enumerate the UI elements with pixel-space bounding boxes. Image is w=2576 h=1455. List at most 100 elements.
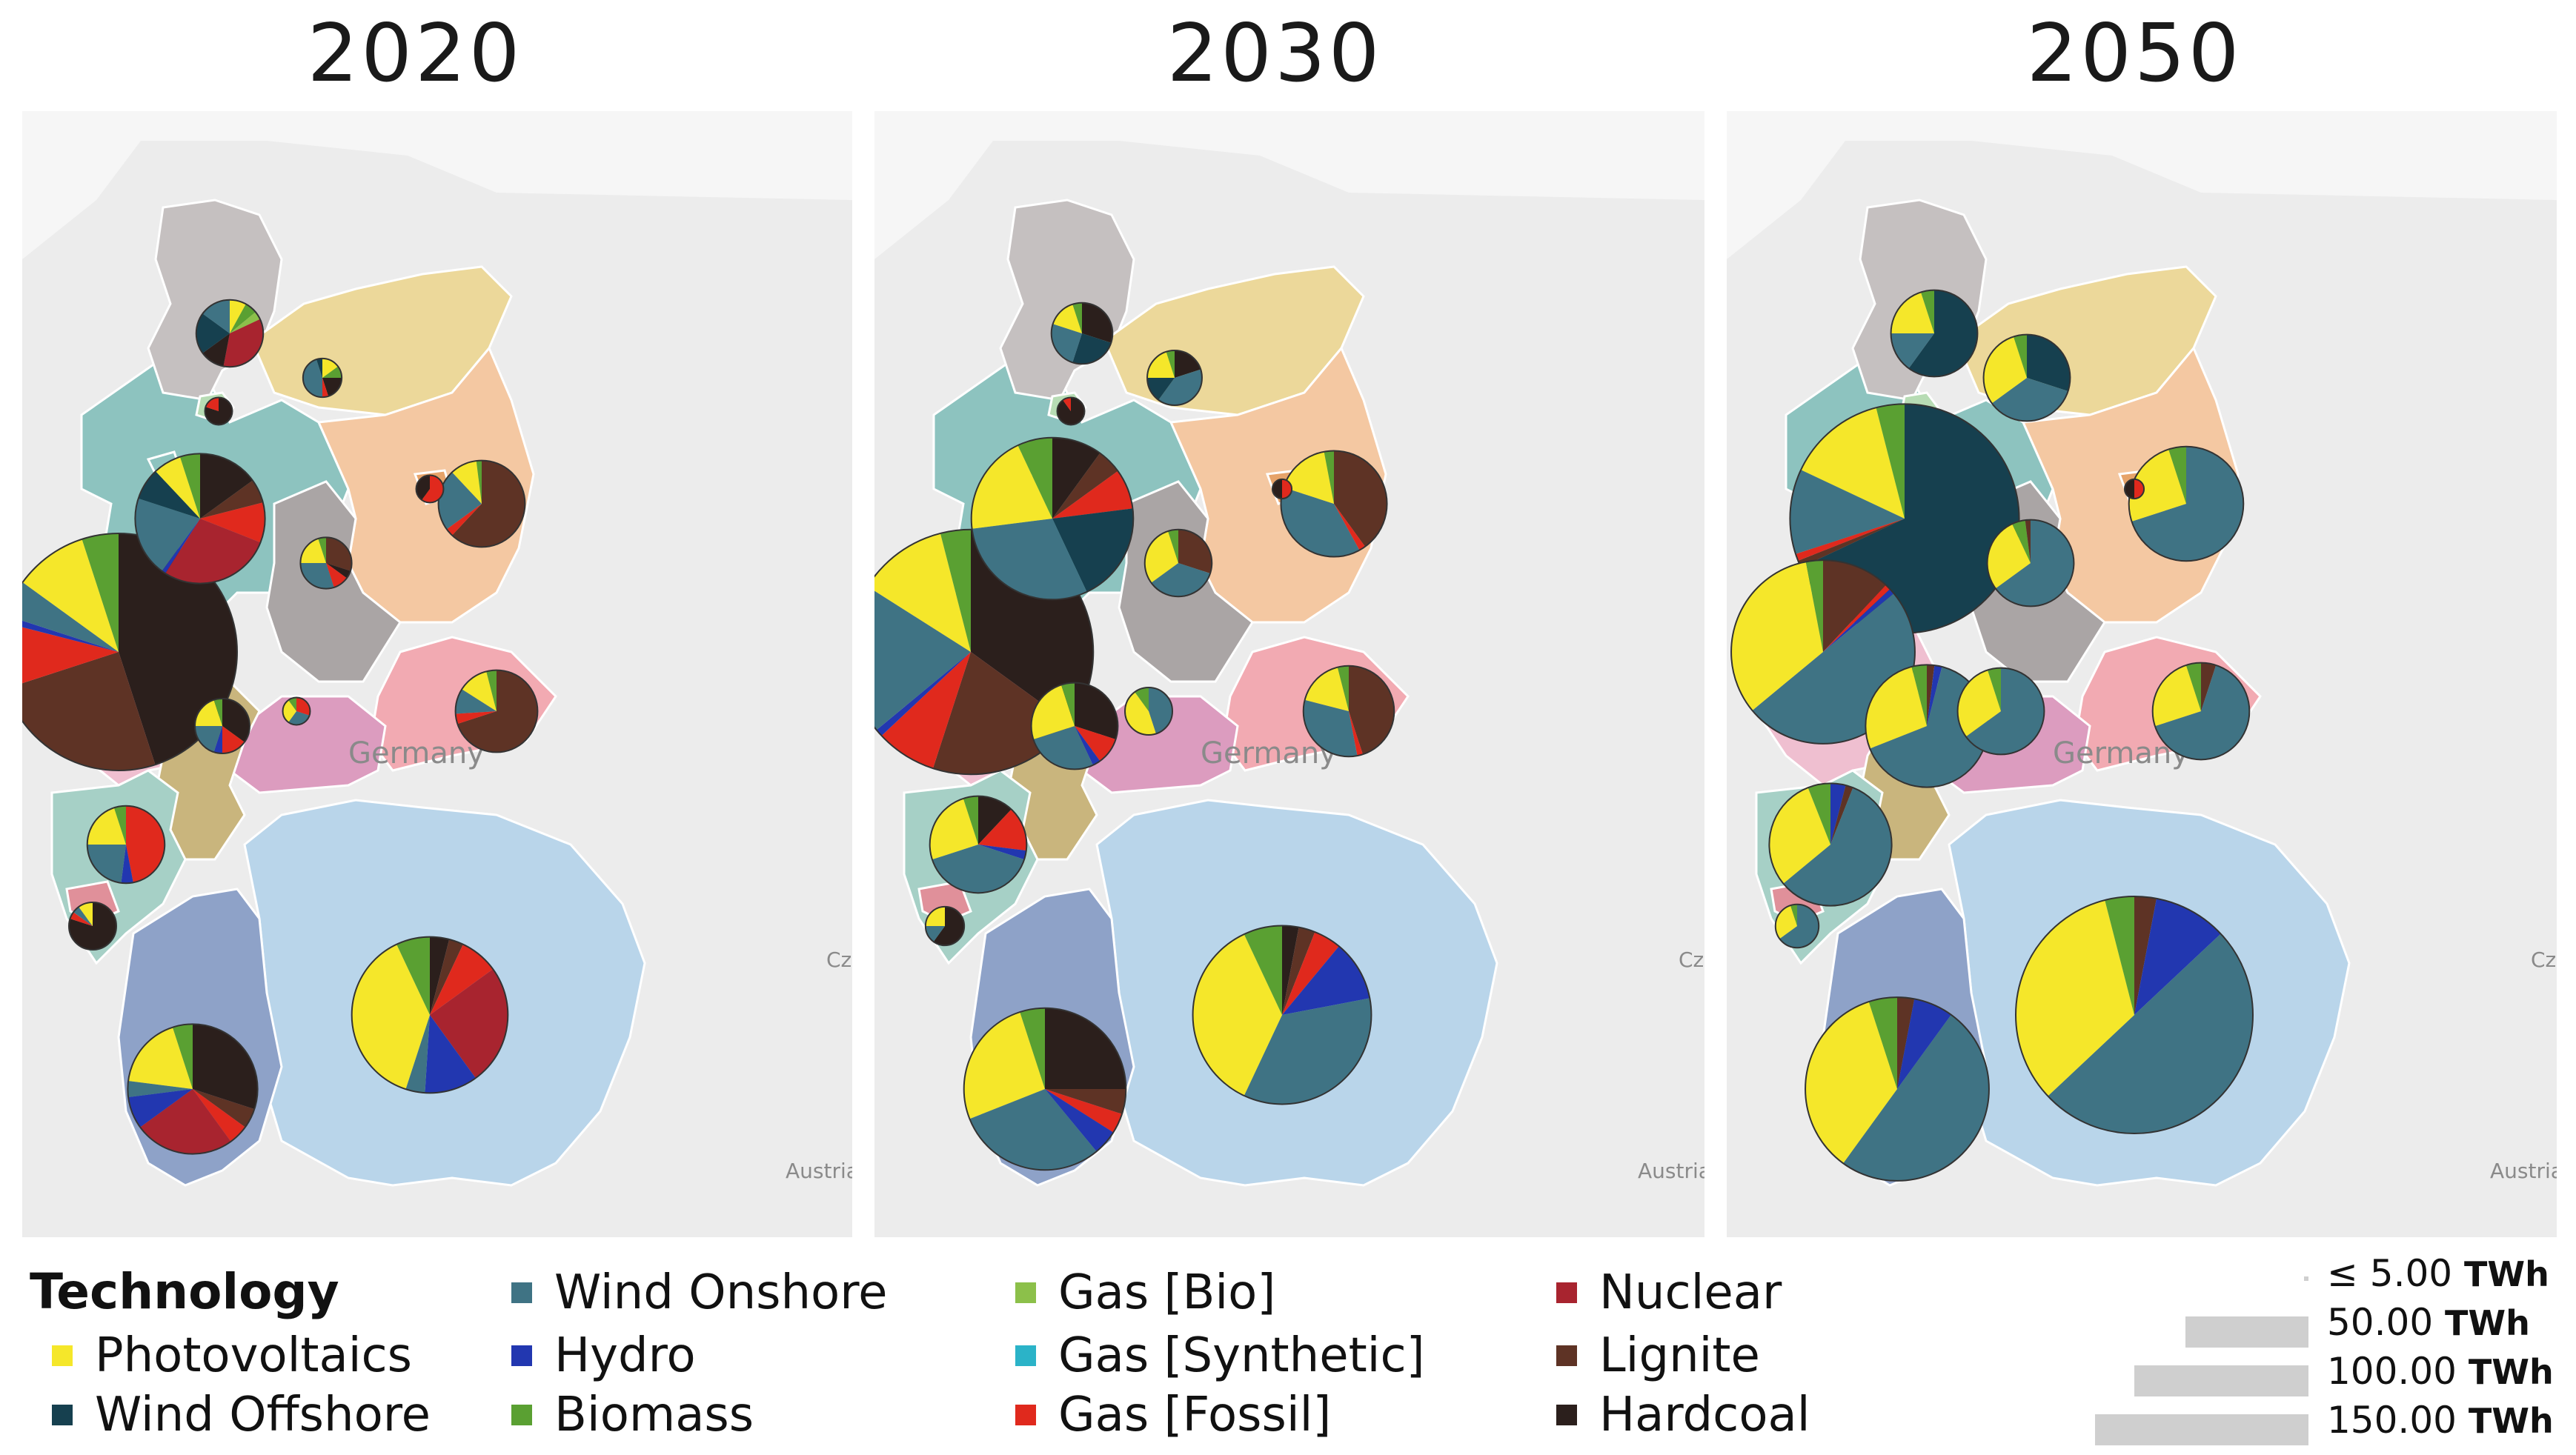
pie-slice-biomass [1166,350,1175,378]
pie-slice-hydro [978,845,1026,860]
pie-bw[interactable] [127,1023,259,1155]
pie-mv[interactable] [1146,350,1203,406]
pie-st[interactable] [1986,519,2075,607]
pie-slice-biomass [1868,997,1897,1089]
pie-slice-gas-fossil [322,378,329,398]
country-label: Germany [1201,736,1337,770]
pie-sh[interactable] [195,299,265,368]
pie-slice-lignite [1349,665,1395,755]
pie-slice-biomass [940,529,971,652]
pie-bw[interactable] [963,1007,1127,1171]
pie-slice-photovoltaics [925,906,945,926]
map-panel-2050[interactable]: Germany Cz Austria [1727,111,2557,1237]
pie-slice-hardcoal [202,333,230,367]
pie-by[interactable] [1192,925,1372,1105]
pie-slice-lignite [452,460,525,547]
pie-be[interactable] [2123,478,2145,500]
pie-slice-gas-fossil [126,805,165,883]
pie-sn[interactable] [2151,662,2251,761]
pie-mv[interactable] [302,357,343,399]
pie-mv[interactable] [1982,333,2071,422]
legend-label: Photovoltaics [95,1328,412,1383]
pie-hh[interactable] [204,396,233,426]
region-th[interactable] [221,695,387,794]
pie-bw[interactable] [1805,996,1990,1182]
pie-be[interactable] [1271,478,1293,500]
pie-outline [874,528,1095,776]
pie-sl[interactable] [68,902,117,950]
pie-slice-hardcoal [416,475,430,500]
pie-slice-biomass [486,670,497,711]
pie-slice-photovoltaics [300,539,326,563]
pie-slice-hardcoal [430,936,450,1015]
sea-area [22,111,852,259]
pie-th[interactable] [282,696,311,726]
pie-rp[interactable] [1768,782,1893,907]
pie-rp[interactable] [86,805,166,885]
pie-slice-lignite [200,480,263,519]
pie-slice-lignite [1334,450,1387,547]
pie-outline [1805,996,1990,1182]
pie-slice-hardcoal [933,906,965,946]
pie-slice-gas-fossil [1282,479,1292,499]
pie-outline [963,1007,1127,1171]
pie-slice-hydro [213,726,222,753]
pie-he[interactable] [194,698,250,754]
pie-ni[interactable] [970,436,1135,601]
pie-rp[interactable] [929,795,1028,894]
size-bar-150 [2095,1414,2308,1445]
pie-slice-wind-onshore [300,563,334,589]
map-panel-2030[interactable]: Germany Cz Austria [874,111,1704,1237]
pie-st[interactable] [1143,528,1213,598]
pie-slice-biomass [82,533,119,652]
pie-slice-wind-onshore [1779,904,1819,948]
pie-slice-nuclear [140,1089,231,1154]
year-title-2050: 2050 [2026,7,2243,100]
pie-slice-photovoltaics [2016,900,2134,1096]
pie-by[interactable] [351,936,509,1094]
pie-bb[interactable] [2128,445,2245,562]
pie-slice-biomass [172,1024,193,1089]
pie-be[interactable] [415,474,445,504]
pie-slice-wind-onshore [1151,563,1211,597]
pie-sh[interactable] [1890,289,1979,378]
pie-slice-gas-fossil [296,697,311,716]
pie-sl[interactable] [1774,903,1820,949]
year-title-2020: 2020 [307,7,523,100]
pie-sn[interactable] [454,669,539,753]
pie-bb[interactable] [437,459,526,548]
pie-th[interactable] [1956,667,2045,756]
pie-by[interactable] [2015,896,2254,1134]
pie-slice-photovoltaics [282,700,296,722]
pie-slice-photovoltaics [195,699,222,726]
pie-outline [1056,396,1086,426]
legend-item-wind-offshore: Wind Offshore [52,1385,431,1445]
pie-ni[interactable] [134,453,266,585]
map-panel-2020[interactable]: Germany Cz Austria [22,111,852,1237]
pie-hh[interactable] [1056,396,1086,426]
pie-outline [1146,350,1203,406]
pie-outline [195,299,265,368]
pie-slice-gas-fossil [1052,470,1133,519]
pie-he[interactable] [1030,682,1119,770]
pie-slice-biomass [1244,925,1282,1015]
pie-st[interactable] [299,536,353,590]
pie-sn[interactable] [1302,665,1395,758]
pie-bb[interactable] [1280,450,1388,558]
swatch-photovoltaics [52,1345,73,1366]
swatch-hydro [511,1345,532,1366]
pie-slice-biomass [179,453,200,519]
pie-slice-photovoltaics [230,299,246,333]
pie-outline [1302,665,1395,758]
pie-slice-biomass [2013,334,2027,378]
legend-title: Technology [30,1263,339,1320]
pie-slice-hydro [121,845,133,884]
swatch-nuclear [1556,1282,1577,1303]
swatch-hardcoal [1556,1405,1577,1425]
pie-sh[interactable] [1050,302,1114,365]
pie-he[interactable] [1865,664,1989,788]
pie-slice-gas-fossil [193,1089,245,1142]
pie-th[interactable] [1124,687,1173,736]
pie-sl[interactable] [924,905,966,947]
neighbour-label-east: Cz [826,948,852,972]
